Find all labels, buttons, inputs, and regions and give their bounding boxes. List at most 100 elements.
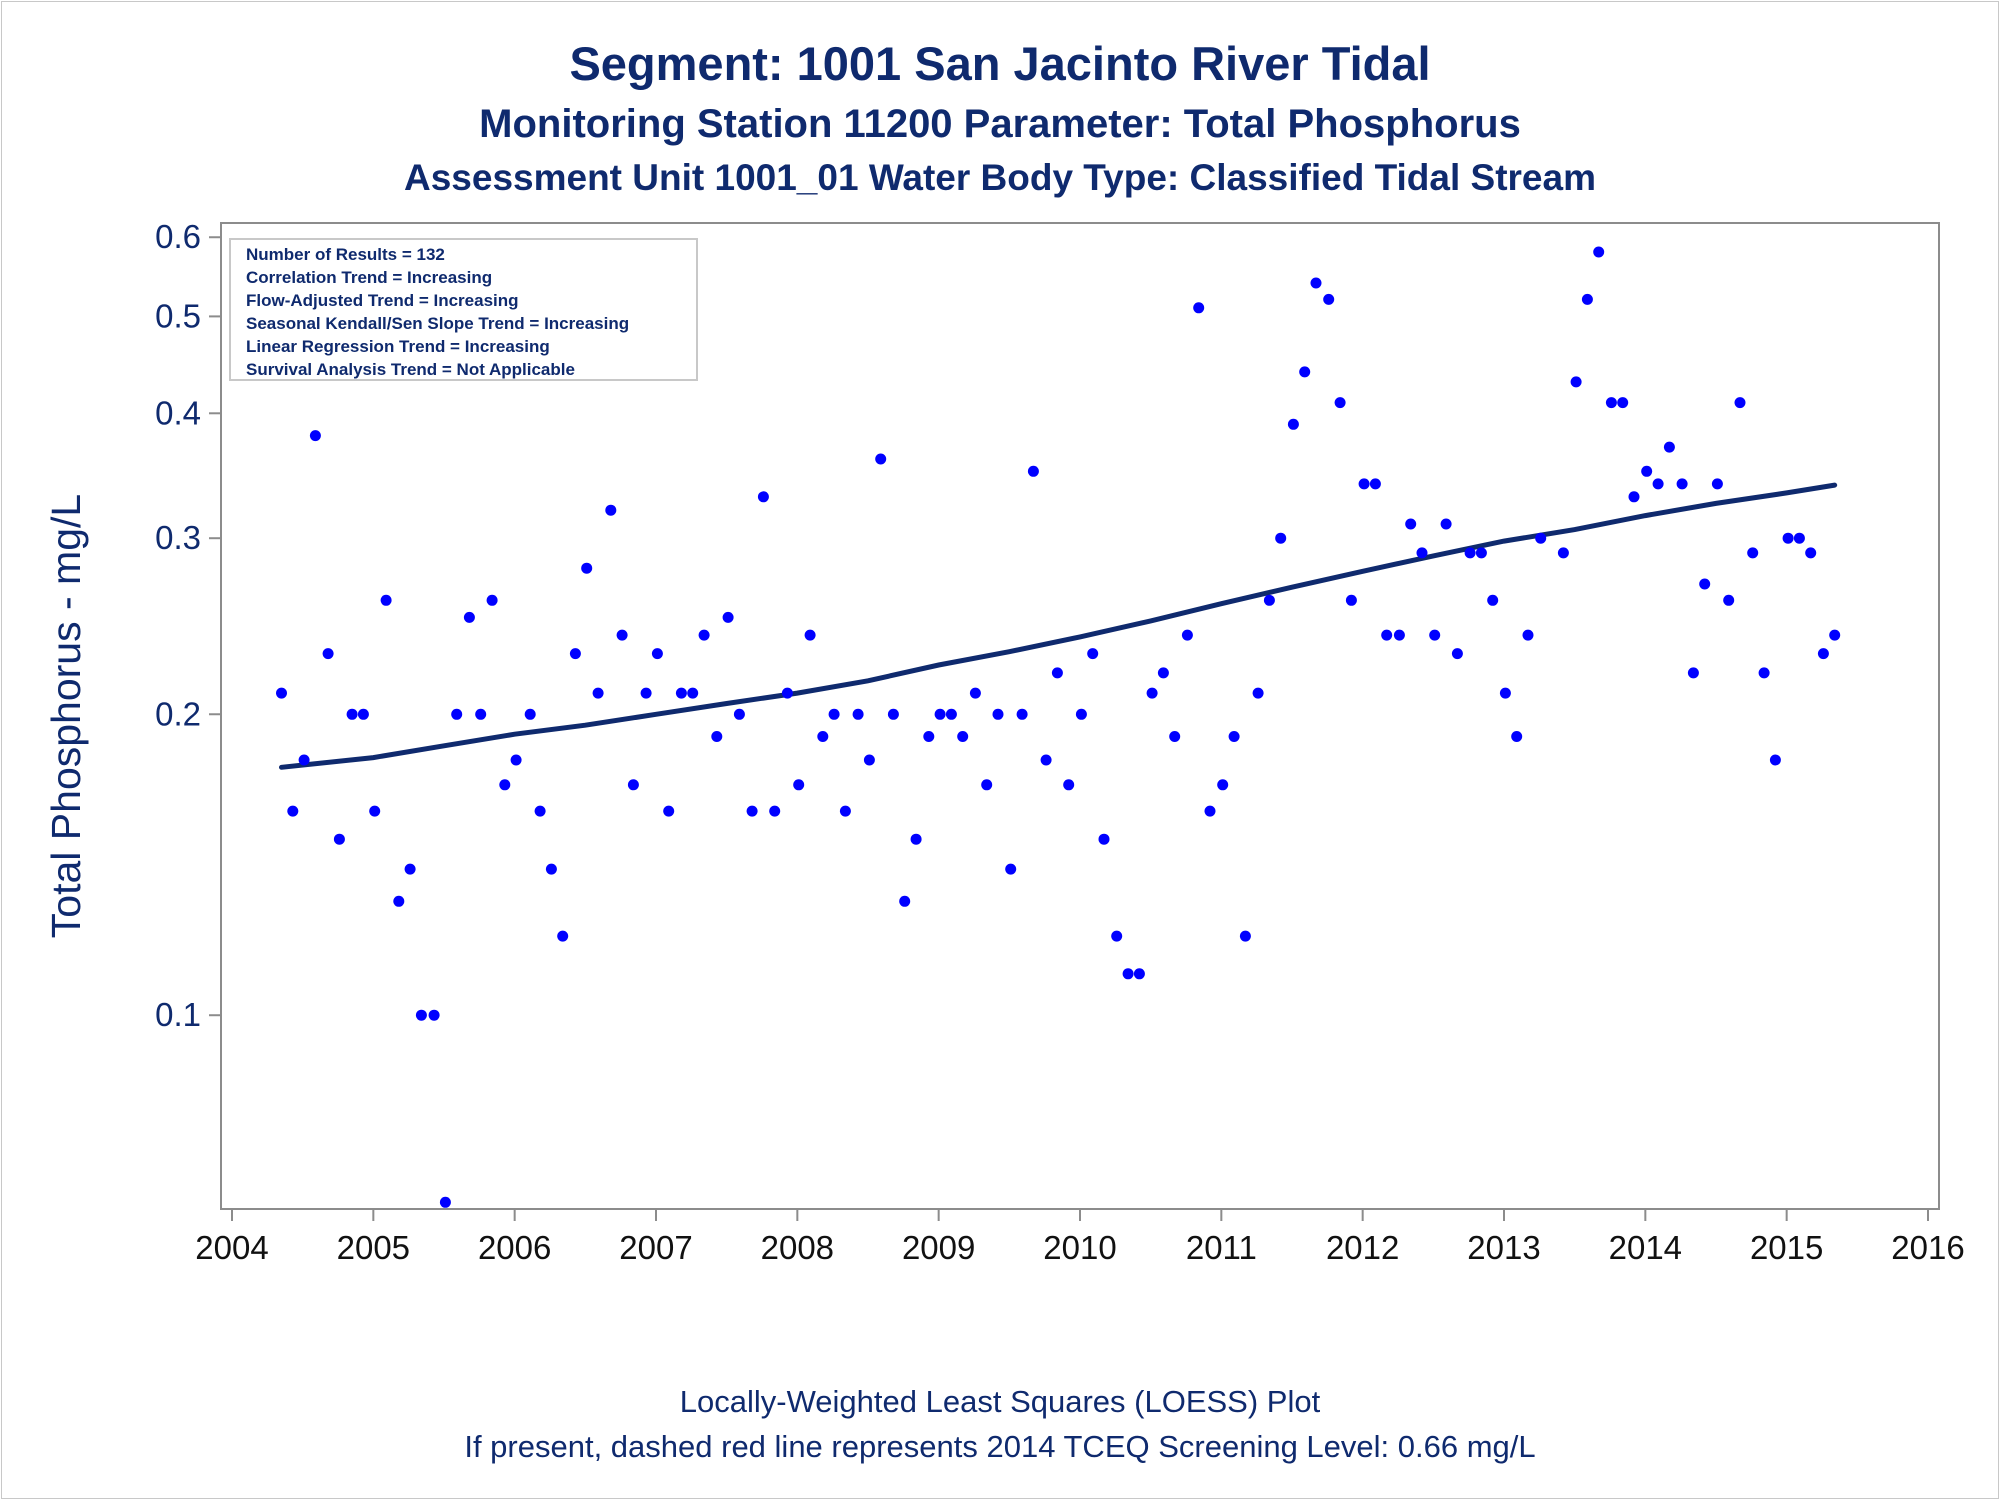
data-point [1405, 518, 1417, 530]
data-point [627, 779, 639, 791]
data-point [592, 687, 604, 699]
data-point [581, 562, 593, 574]
data-point [1027, 465, 1039, 477]
data-point [839, 805, 851, 817]
data-point [934, 708, 946, 720]
x-tick-label: 2013 [1467, 1229, 1540, 1266]
y-axis-label: Total Phosphorus - mg/L [43, 494, 89, 938]
data-point [1475, 547, 1487, 559]
data-point [298, 754, 310, 766]
data-point [1263, 594, 1275, 606]
x-tick-label: 2008 [761, 1229, 834, 1266]
data-point [463, 611, 475, 623]
data-point [1581, 293, 1593, 305]
data-point [875, 453, 887, 465]
y-tick-label: 0.1 [155, 996, 201, 1033]
data-point [499, 779, 511, 791]
data-point [1723, 594, 1735, 606]
data-point [769, 805, 781, 817]
x-tick-label: 2012 [1326, 1229, 1399, 1266]
data-point [439, 1196, 451, 1208]
data-point [899, 895, 911, 907]
data-point [1193, 302, 1205, 314]
data-point [1252, 687, 1264, 699]
x-tick-label: 2016 [1891, 1229, 1964, 1266]
data-point [1605, 397, 1617, 409]
stats-line-results: Number of Results = 132 [246, 245, 445, 264]
data-point [475, 708, 487, 720]
data-point [557, 930, 569, 942]
data-point [605, 504, 617, 516]
data-point [1747, 547, 1759, 559]
chart-subtitle-2: Assessment Unit 1001_01 Water Body Type:… [404, 157, 1596, 198]
data-point [1051, 667, 1063, 679]
data-point [1817, 648, 1829, 660]
data-point [1275, 532, 1287, 544]
data-point [863, 754, 875, 766]
data-point [1169, 731, 1181, 742]
data-point [545, 863, 557, 875]
data-point [1005, 863, 1017, 875]
data-point [322, 648, 334, 660]
data-point [1369, 478, 1381, 490]
data-point [1805, 547, 1817, 559]
data-point [393, 895, 405, 907]
data-point [346, 708, 358, 720]
data-point [1334, 397, 1346, 409]
chart-title: Segment: 1001 San Jacinto River Tidal [569, 37, 1430, 90]
data-point [1299, 366, 1311, 378]
data-point [1181, 629, 1193, 641]
data-point [276, 687, 287, 699]
data-point [1663, 441, 1675, 453]
data-point [1239, 930, 1251, 942]
data-point [757, 491, 769, 503]
x-tick-label: 2015 [1750, 1229, 1823, 1266]
data-point [1040, 754, 1052, 766]
data-point [1782, 532, 1794, 544]
data-point [663, 805, 675, 817]
data-point [1204, 805, 1216, 817]
data-point [733, 708, 745, 720]
data-point [1429, 629, 1441, 641]
data-point [1393, 629, 1405, 641]
data-point [333, 833, 345, 845]
data-point [992, 708, 1004, 720]
data-point [887, 708, 899, 720]
scatter-points [276, 246, 1841, 1208]
stats-line-linear-regression: Linear Regression Trend = Increasing [246, 337, 550, 356]
stats-line-survival: Survival Analysis Trend = Not Applicable [246, 360, 575, 379]
data-point [369, 805, 381, 817]
x-tick-label: 2011 [1186, 1229, 1257, 1266]
data-point [1699, 578, 1711, 590]
data-point [698, 629, 710, 641]
data-point [981, 779, 993, 791]
data-point [486, 594, 498, 606]
data-point [817, 731, 829, 742]
data-point [781, 687, 793, 699]
data-point [1228, 731, 1240, 742]
data-point [287, 805, 299, 817]
data-point [1570, 376, 1582, 388]
data-point [616, 629, 628, 641]
data-point [711, 731, 723, 742]
stats-line-flow-adjusted: Flow-Adjusted Trend = Increasing [246, 291, 519, 310]
x-tick-label: 2009 [902, 1229, 975, 1266]
data-point [957, 731, 969, 742]
data-point [910, 833, 922, 845]
data-point [1217, 779, 1229, 791]
data-point [1157, 667, 1169, 679]
data-point [793, 779, 805, 791]
loess-trend-line [279, 482, 1838, 770]
data-point [651, 648, 663, 660]
data-point [380, 594, 392, 606]
data-point [1381, 629, 1393, 641]
data-point [852, 708, 864, 720]
data-point [687, 687, 699, 699]
data-point [1628, 491, 1640, 503]
data-point [1016, 708, 1028, 720]
x-tick-label: 2006 [478, 1229, 551, 1266]
data-point [746, 805, 758, 817]
data-point [804, 629, 816, 641]
data-point [1451, 648, 1463, 660]
